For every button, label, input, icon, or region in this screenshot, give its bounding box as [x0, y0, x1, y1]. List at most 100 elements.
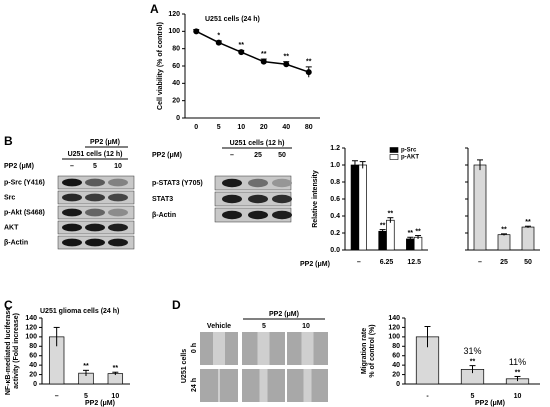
y-tick-label: 60: [392, 353, 400, 360]
y-tick-label: 0.4: [330, 213, 340, 220]
blot-band: [62, 223, 82, 232]
panel-label: C: [4, 298, 13, 312]
blot-band: [272, 194, 292, 204]
x-tick-label: 5: [471, 393, 475, 400]
blot-row-label: p-Akt (S468): [4, 209, 45, 216]
chart-title: U251 glioma cells (24 h): [40, 308, 119, 315]
lane-label: 25: [254, 152, 262, 159]
significance: **: [470, 358, 476, 365]
x-tick-label: –: [55, 393, 59, 400]
point: [238, 49, 245, 56]
y-tick-label: 1.0: [330, 162, 340, 169]
bar: [358, 164, 367, 251]
lane-label: –: [230, 152, 234, 159]
significance: *: [217, 33, 220, 40]
significance: **: [408, 230, 414, 237]
x-tick-label: 0: [194, 124, 198, 131]
blot-cells: U251 cells (12 h): [68, 151, 123, 158]
y-tick-label: 0: [396, 381, 400, 388]
blot-row-label: AKT: [4, 224, 19, 231]
bar: [107, 373, 124, 385]
scratch-gap: [303, 369, 312, 402]
x-axis-label: PP2 (μM): [475, 400, 505, 407]
point: [193, 28, 200, 35]
blot-dose-label: PP2 (μM): [152, 152, 182, 159]
significance: **: [284, 54, 290, 61]
significance: **: [261, 51, 267, 58]
blot-band: [108, 208, 128, 217]
legend-label: p-Src: [401, 148, 417, 154]
blot-row-label: STAT3: [152, 196, 173, 203]
blot-row-label: Src: [4, 194, 15, 201]
image-side: U251 cells: [181, 349, 188, 383]
point: [305, 69, 312, 76]
y-axis-label: Cell viability (% of control): [157, 22, 164, 110]
blot-dose-label: PP2 (μM): [4, 163, 34, 170]
significance: **: [83, 363, 89, 370]
value-label: 11%: [509, 357, 526, 367]
bar: [413, 236, 423, 251]
blot-band: [85, 178, 105, 187]
legend-swatch: [389, 154, 399, 160]
y-tick-label: 120: [388, 324, 400, 331]
blot-band: [108, 238, 128, 247]
bar: [386, 219, 395, 251]
x-tick-label: –: [357, 259, 361, 266]
y-tick-label: 40: [392, 362, 400, 369]
y-tick-label: 0.6: [330, 196, 340, 203]
y-tick-label: 0.0: [330, 247, 340, 254]
x-tick-label: 20: [260, 124, 268, 131]
blot-band: [62, 193, 82, 202]
point: [215, 39, 222, 46]
legend-swatch: [389, 147, 399, 153]
blot-cells: U251 cells (12 h): [230, 140, 285, 147]
blot-band: [222, 210, 242, 220]
y-tick-label: 140: [25, 315, 37, 322]
scratch-gap: [213, 332, 225, 365]
y-tick-label: 140: [388, 315, 400, 322]
panel-label: A: [150, 2, 159, 16]
significance: **: [515, 369, 521, 376]
value-label: 31%: [463, 346, 481, 356]
y-axis-label: NF-κB-mediated luciferase: [5, 307, 12, 395]
point: [260, 58, 267, 65]
panel-label: B: [4, 134, 13, 148]
y-tick-label: 20: [172, 98, 180, 105]
blot-band: [222, 178, 242, 188]
y-tick-label: 120: [25, 324, 37, 331]
image-header: 10: [302, 323, 310, 330]
blot-band: [108, 178, 128, 187]
y-tick-label: 100: [388, 334, 400, 341]
blot-band: [222, 194, 242, 204]
image-header: PP2 (μM): [269, 311, 299, 318]
x-tick-label: -: [426, 393, 429, 400]
lane-label: 10: [114, 163, 122, 170]
image-header: Vehicle: [207, 323, 231, 330]
y-axis-label: Relative intensity: [312, 170, 319, 228]
y-tick-label: 40: [29, 362, 37, 369]
blot-band: [85, 208, 105, 217]
x-tick-label: 10: [514, 393, 522, 400]
y-tick-label: 60: [29, 353, 37, 360]
blot-band: [62, 178, 82, 187]
significance: **: [525, 219, 531, 226]
blot-band: [108, 193, 128, 202]
blot-band: [85, 238, 105, 247]
y-tick-label: 80: [392, 343, 400, 350]
legend-label: p-AKT: [401, 155, 419, 161]
blot-row-label: p-Src (Y416): [4, 179, 45, 186]
scratch-gap: [257, 332, 270, 365]
y-axis-label: Migration rate: [361, 328, 368, 374]
blot-band: [62, 238, 82, 247]
x-tick-label: 6.25: [380, 259, 394, 266]
significance: **: [501, 227, 507, 234]
y-tick-label: 20: [392, 371, 400, 378]
x-tick-label: 50: [524, 259, 532, 266]
y-tick-label: 0: [33, 381, 37, 388]
significance: **: [415, 228, 421, 235]
blot-band: [272, 178, 292, 188]
panel-label: D: [172, 298, 181, 312]
x-axis-label: PP2 (μM): [85, 400, 115, 407]
blot-band: [62, 208, 82, 217]
y-tick-label: 0.2: [330, 230, 340, 237]
